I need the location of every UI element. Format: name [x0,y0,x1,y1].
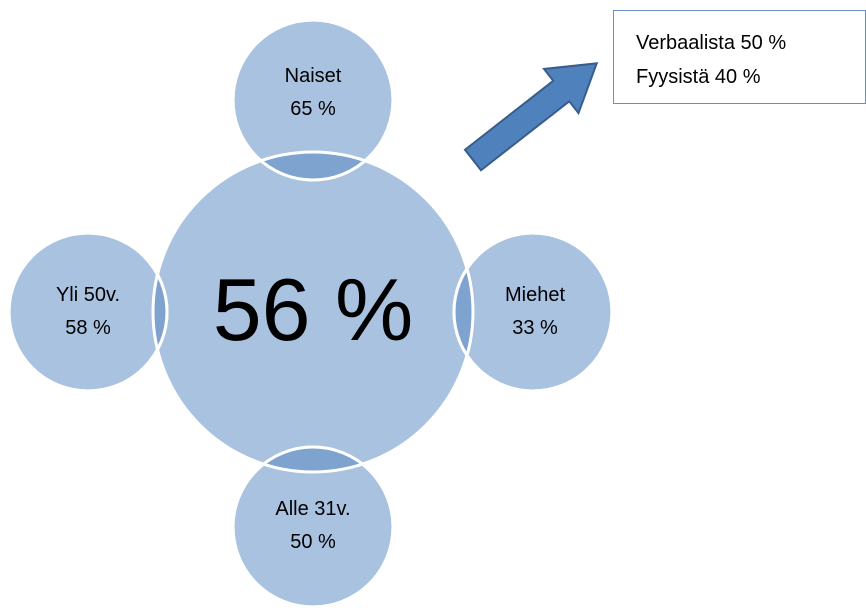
note-line: Verbaalista 50 % [636,32,786,54]
outline [231,445,395,608]
outline [452,231,614,393]
segment-label: Miehet [505,284,565,306]
outline [231,18,395,182]
segment-label: Naiset [285,65,342,87]
segment-label: Alle 31v. [275,498,350,520]
outline [7,231,169,393]
center-value: 56 % [213,260,414,359]
segment-value: 33 % [512,317,558,339]
segment-value: 50 % [290,531,336,553]
segment-label: Yli 50v. [56,284,120,306]
outline [151,150,475,474]
outlines [7,18,614,608]
arrow [463,62,599,172]
segment-value: 65 % [290,98,336,120]
note-box [613,10,866,104]
note-line: Fyysistä 40 % [636,66,761,88]
segment-value: 58 % [65,317,111,339]
